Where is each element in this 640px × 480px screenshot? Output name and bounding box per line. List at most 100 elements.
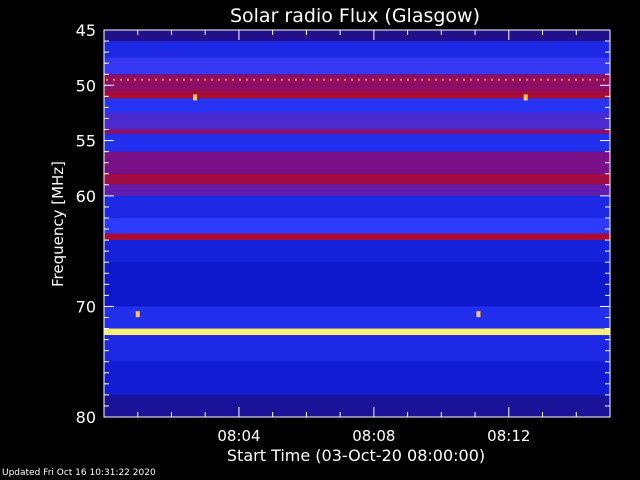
x-tick-label: 08:04 (217, 427, 260, 445)
band-9 (104, 151, 610, 174)
band-6 (104, 112, 610, 130)
dotted-line-segment (225, 78, 227, 81)
dotted-line-segment (596, 78, 598, 81)
dotted-line-segment (246, 78, 248, 81)
band-5 (104, 98, 610, 113)
x-tick-label: 08:12 (487, 427, 530, 445)
band-0 (104, 30, 610, 42)
dotted-line-segment (337, 78, 339, 81)
band-13 (104, 217, 610, 234)
band-3 (104, 74, 610, 91)
x-axis-label: Start Time (03-Oct-20 08:00:00) (227, 446, 485, 465)
dotted-line-segment (351, 78, 353, 81)
dotted-line-segment (113, 78, 115, 81)
dotted-line-segment (561, 78, 563, 81)
band-18 (104, 328, 610, 336)
dotted-line-segment (358, 78, 360, 81)
dotted-line-segment (211, 78, 213, 81)
dotted-line-segment (547, 78, 549, 81)
dotted-line-segment (155, 78, 157, 81)
burst-1 (523, 94, 528, 101)
dotted-line-segment (288, 78, 290, 81)
band-17 (104, 306, 610, 329)
dotted-line-segment (393, 78, 395, 81)
dotted-line-segment (540, 78, 542, 81)
dotted-line-segment (267, 78, 269, 81)
x-tick-label: 08:08 (352, 427, 395, 445)
y-tick-label: 80 (76, 408, 96, 427)
dotted-line-segment (323, 78, 325, 81)
dotted-line-segment (484, 78, 486, 81)
band-1 (104, 41, 610, 58)
band-12 (104, 195, 610, 218)
band-4 (104, 90, 610, 99)
dotted-line-segment (603, 78, 605, 81)
band-8 (104, 133, 610, 152)
dotted-line-segment (477, 78, 479, 81)
dotted-line-segment (428, 78, 430, 81)
dotted-line-segment (169, 78, 171, 81)
dotted-line-segment (414, 78, 416, 81)
dotted-line-segment (372, 78, 374, 81)
band-16 (104, 262, 610, 307)
dotted-line-segment (575, 78, 577, 81)
y-tick-label: 70 (76, 297, 96, 316)
band-11 (104, 184, 610, 196)
dotted-line-segment (330, 78, 332, 81)
chart-title: Solar radio Flux (Glasgow) (230, 5, 480, 27)
dotted-line-segment (316, 78, 318, 81)
dotted-line-segment (134, 78, 136, 81)
dotted-line-segment (190, 78, 192, 81)
dotted-line-segment (274, 78, 276, 81)
dotted-line-segment (260, 78, 262, 81)
dotted-line-segment (379, 78, 381, 81)
y-tick-label: 45 (76, 21, 96, 40)
dotted-line-segment (505, 78, 507, 81)
dotted-line-segment (197, 78, 199, 81)
dotted-line-segment (533, 78, 535, 81)
dotted-line-segment (183, 78, 185, 81)
band-15 (104, 240, 610, 263)
band-19 (104, 335, 610, 362)
dotted-line-segment (239, 78, 241, 81)
dotted-line-segment (519, 78, 521, 81)
dotted-line-segment (106, 78, 108, 81)
dotted-line-segment (470, 78, 472, 81)
dotted-line-segment (386, 78, 388, 81)
burst-3 (476, 311, 481, 318)
dotted-line-segment (526, 78, 528, 81)
dotted-line-segment (400, 78, 402, 81)
band-7 (104, 129, 610, 134)
dotted-line-segment (141, 78, 143, 81)
updated-timestamp: Updated Fri Oct 16 10:31:22 2020 (2, 468, 156, 478)
band-14 (104, 233, 610, 241)
dotted-line-segment (309, 78, 311, 81)
y-tick-label: 50 (76, 76, 96, 95)
plot-frame (103, 29, 611, 418)
y-axis-label: Frequency [MHz] (49, 161, 67, 287)
band-20 (104, 361, 610, 395)
burst-2 (135, 311, 140, 318)
heatmap-area (104, 30, 610, 417)
axes: 45 50 55 60 70 80 08:04 08:08 08:12 (76, 21, 611, 445)
dotted-line-segment (344, 78, 346, 81)
dotted-line-segment (162, 78, 164, 81)
dotted-line-segment (582, 78, 584, 81)
dotted-line-segment (407, 78, 409, 81)
dotted-line-segment (281, 78, 283, 81)
dotted-line-segment (204, 78, 206, 81)
dotted-line-segment (442, 78, 444, 81)
dotted-line-segment (512, 78, 514, 81)
dotted-line-segment (491, 78, 493, 81)
dotted-line-segment (365, 78, 367, 81)
dotted-line-segment (176, 78, 178, 81)
dotted-line-segment (554, 78, 556, 81)
dotted-line-segment (148, 78, 150, 81)
dotted-line-segment (568, 78, 570, 81)
dotted-line-segment (449, 78, 451, 81)
dotted-line-segment (127, 78, 129, 81)
dotted-line-segment (463, 78, 465, 81)
y-tick-label: 60 (76, 187, 96, 206)
dotted-line-segment (498, 78, 500, 81)
